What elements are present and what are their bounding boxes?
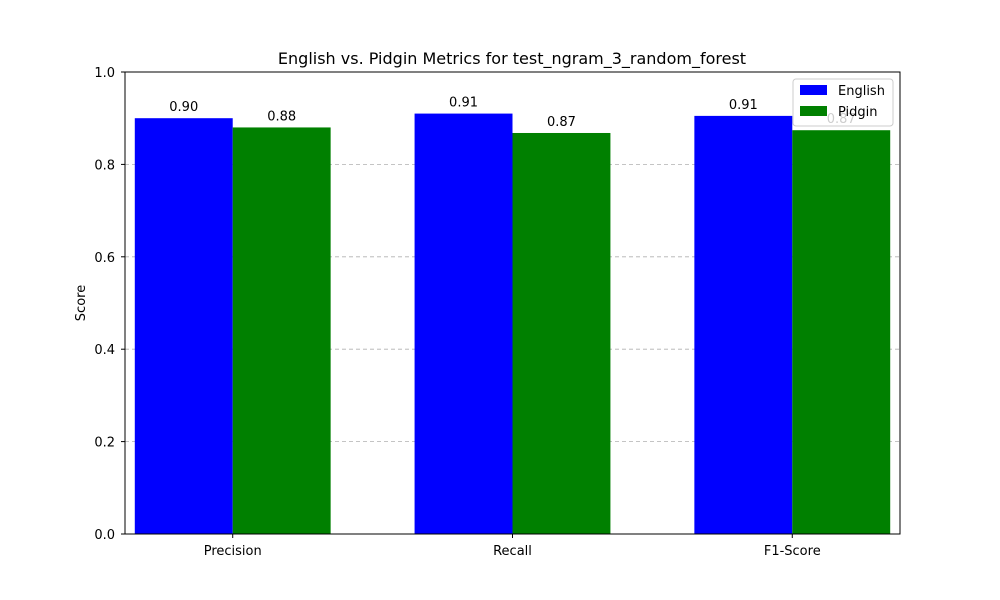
data-label-pidgin-precision: 0.88	[267, 109, 296, 124]
y-tick-label: 0.2	[94, 436, 115, 451]
bar-pidgin-f1-score	[792, 130, 891, 534]
y-tick-label: 1.0	[94, 66, 115, 81]
legend-label-english: English	[838, 84, 885, 99]
x-tick-label: Recall	[493, 544, 532, 559]
legend-swatch-english	[800, 85, 827, 95]
y-tick-label: 0.4	[94, 343, 115, 358]
bar-pidgin-precision	[232, 127, 331, 534]
x-tick-label: F1-Score	[764, 544, 821, 559]
bar-english-precision	[134, 118, 233, 534]
legend-label-pidgin: Pidgin	[838, 105, 878, 120]
data-label-pidgin-recall: 0.87	[547, 115, 576, 130]
data-label-english-precision: 0.90	[169, 100, 198, 115]
bar-english-f1-score	[694, 115, 793, 534]
legend: English Pidgin	[792, 78, 894, 127]
y-tick-label: 0.6	[94, 251, 115, 266]
y-tick-label: 0.0	[94, 528, 115, 543]
bars	[134, 113, 891, 534]
legend-swatch-pidgin	[800, 106, 827, 116]
y-axis-label: Score	[74, 285, 89, 321]
chart-title: English vs. Pidgin Metrics for test_ngra…	[278, 49, 746, 69]
bar-pidgin-recall	[512, 132, 611, 534]
x-axis-ticks: Precision Recall F1-Score	[204, 534, 821, 559]
y-tick-label: 0.8	[94, 158, 115, 173]
y-axis-ticks: 0.0 0.2 0.4 0.6 0.8 1.0	[94, 66, 125, 543]
data-label-english-f1-score: 0.91	[729, 98, 758, 113]
x-tick-label: Precision	[204, 544, 262, 559]
data-label-english-recall: 0.91	[449, 96, 478, 111]
bar-english-recall	[414, 113, 513, 534]
